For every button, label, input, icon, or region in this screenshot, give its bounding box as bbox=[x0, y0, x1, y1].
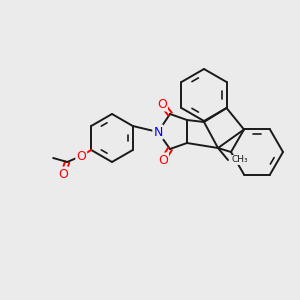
Text: O: O bbox=[58, 167, 68, 181]
Text: O: O bbox=[158, 154, 168, 166]
Text: O: O bbox=[157, 98, 167, 110]
Text: O: O bbox=[76, 149, 86, 163]
Text: CH₃: CH₃ bbox=[232, 155, 249, 164]
Text: N: N bbox=[153, 125, 163, 139]
